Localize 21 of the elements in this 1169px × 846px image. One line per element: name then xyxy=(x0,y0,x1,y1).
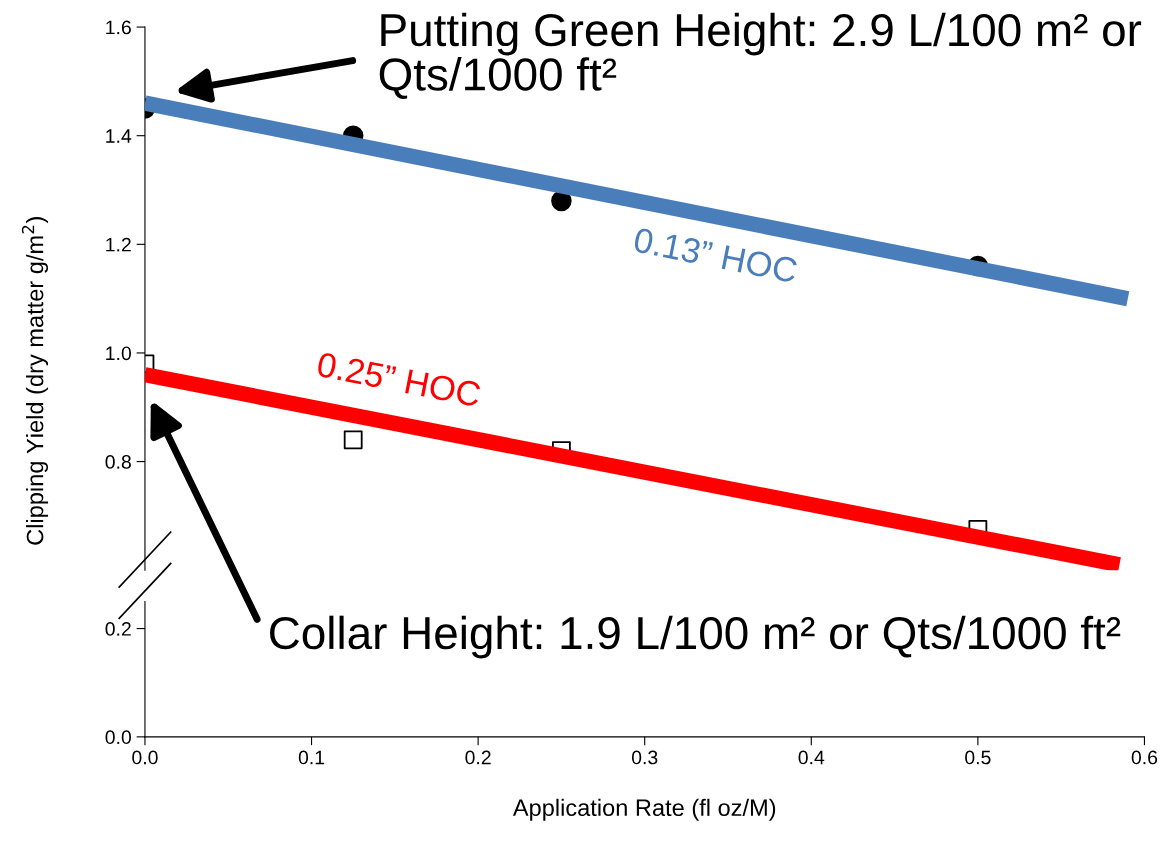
annotation: Putting Green Height: 2.9 L/100 m² or Qts/1000 ft² xyxy=(379,12,1142,99)
text: 0.13” HOC xyxy=(633,227,799,284)
text: 0.25” HOC xyxy=(316,351,482,408)
y-tick-label: 0.2 xyxy=(105,622,131,636)
x-axis-title: Application Rate (fl oz/M) xyxy=(512,798,776,821)
x-tick-label: 0.0 xyxy=(132,750,158,765)
y-tick-label: 1.2 xyxy=(106,237,131,252)
x-tick-label: 0.6 xyxy=(1131,750,1158,765)
y-tick-label: 1.6 xyxy=(106,20,131,35)
x-tick-label: 0.1 xyxy=(298,750,325,765)
x-tick-label: 0.5 xyxy=(965,750,991,765)
x-tick-label: 0.3 xyxy=(631,750,658,765)
y-tick-label: 1.4 xyxy=(106,129,132,143)
x-tick-label: 0.2 xyxy=(465,750,491,765)
x-tick-label: 0.4 xyxy=(798,750,825,765)
point xyxy=(343,430,363,450)
y-tick-label: 0.0 xyxy=(105,730,131,745)
y-axis-title: Clipping Yield (dry matter g/m$^{2}$) xyxy=(21,217,49,545)
y-tick-label: 0.8 xyxy=(105,455,131,469)
annotation: Collar Height: 1.9 L/100 m² or Qts/1000 ft² xyxy=(270,615,1121,659)
y-tick-label: 1.0 xyxy=(106,346,131,361)
